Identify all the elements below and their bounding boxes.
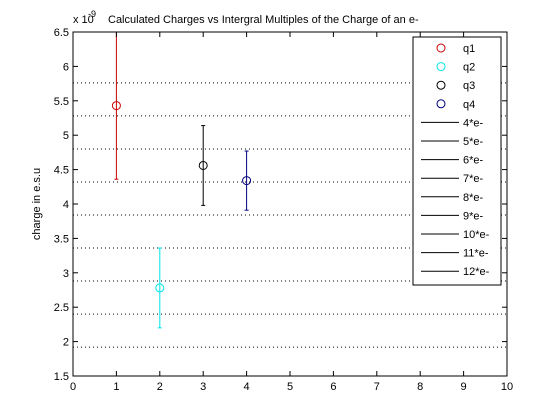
y-tick-label: 1.5 — [54, 371, 69, 383]
legend-entry-q1: q1 — [436, 43, 475, 55]
x-tick-label: 6 — [330, 381, 336, 393]
y-axis-label: charge in e.s.u — [31, 168, 43, 240]
legend-label-ref-3: 6*e- — [463, 155, 484, 167]
legend-label-ref-4: 7*e- — [463, 173, 484, 185]
legend-entry-q2: q2 — [436, 62, 475, 74]
y-exponent-base: x 10 — [73, 14, 94, 26]
data-point-q4 — [242, 176, 252, 186]
ticks — [72, 31, 508, 377]
legend-label-q1: q1 — [463, 43, 475, 55]
legend-entry-q3: q3 — [436, 80, 475, 92]
legend: q1 q2 q3 q4 4*e- 5*e- 6*e- 7*e- 8*e- 9*e- 10*e- 11*… — [412, 36, 502, 286]
y-tick-label: 3 — [63, 268, 69, 280]
y-tick-label: 2 — [63, 337, 69, 349]
legend-entry-ref-5: 8*e- — [421, 192, 484, 204]
x-tick-label: 10 — [501, 381, 513, 393]
legend-label-ref-8: 11*e- — [463, 248, 489, 260]
legend-label-ref-6: 9*e- — [463, 210, 484, 222]
y-exponent-power: -9 — [88, 9, 96, 19]
legend-entry-ref-1: 4*e- — [421, 117, 484, 129]
chart-title: Calculated Charges vs Intergral Multiple… — [108, 14, 419, 26]
legend-marker-q3 — [436, 80, 446, 90]
tick-labels: 0 1 2 3 4 5 6 7 8 9 10 1.5 2 2.5 3 3.5 4 4.5 5 5.5 6 6.5 — [54, 27, 513, 393]
y-tick-label: 5.5 — [54, 96, 69, 108]
y-tick-label: 4.5 — [54, 165, 69, 177]
x-tick-label: 5 — [287, 381, 293, 393]
legend-marker-q1 — [436, 43, 446, 53]
series-q3 — [198, 125, 208, 206]
reference-lines — [73, 82, 507, 348]
series-q2 — [155, 247, 165, 329]
x-tick-label: 7 — [374, 381, 380, 393]
legend-marker-q2 — [436, 62, 446, 72]
y-tick-label: 4 — [63, 199, 69, 211]
legend-label-ref-5: 8*e- — [463, 192, 484, 204]
x-tick-label: 1 — [113, 381, 119, 393]
legend-box — [412, 36, 502, 286]
legend-entry-ref-2: 5*e- — [421, 136, 484, 148]
legend-entry-ref-7: 10*e- — [421, 229, 490, 241]
data-point-q2 — [155, 283, 165, 293]
legend-label-ref-7: 10*e- — [463, 229, 490, 241]
legend-entry-ref-6: 9*e- — [421, 210, 484, 222]
legend-label-q2: q2 — [463, 62, 475, 74]
x-tick-label: 2 — [157, 381, 163, 393]
legend-label-q3: q3 — [463, 80, 475, 92]
legend-entry-ref-4: 7*e- — [421, 173, 484, 185]
legend-marker-q4 — [436, 99, 446, 109]
legend-entry-ref-3: 6*e- — [421, 155, 484, 167]
legend-entry-ref-9: 12*e- — [421, 266, 490, 278]
legend-entry-ref-8: 11*e- — [421, 248, 489, 260]
series-q4 — [242, 150, 252, 211]
legend-label-ref-1: 4*e- — [463, 117, 484, 129]
x-tick-label: 8 — [417, 381, 423, 393]
legend-entry-q4: q4 — [436, 99, 475, 111]
x-tick-label: 4 — [244, 381, 250, 393]
legend-label-q4: q4 — [463, 99, 475, 111]
x-tick-label: 0 — [70, 381, 76, 393]
legend-label-ref-2: 5*e- — [463, 136, 484, 148]
x-tick-label: 3 — [200, 381, 206, 393]
y-tick-label: 3.5 — [54, 233, 69, 245]
y-tick-label: 2.5 — [54, 302, 69, 314]
data-point-q1 — [111, 101, 121, 111]
x-tick-label: 9 — [461, 381, 467, 393]
y-tick-label: 6.5 — [54, 27, 69, 39]
legend-entries: q1 q2 q3 q4 4*e- 5*e- 6*e- 7*e- 8*e- 9*e- 10*e- 11*… — [421, 43, 490, 278]
data-point-q3 — [198, 160, 208, 170]
legend-label-ref-9: 12*e- — [463, 266, 490, 278]
y-tick-label: 6 — [63, 61, 69, 73]
y-tick-label: 5 — [63, 130, 69, 142]
